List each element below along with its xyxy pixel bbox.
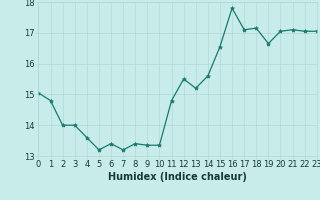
X-axis label: Humidex (Indice chaleur): Humidex (Indice chaleur)	[108, 172, 247, 182]
